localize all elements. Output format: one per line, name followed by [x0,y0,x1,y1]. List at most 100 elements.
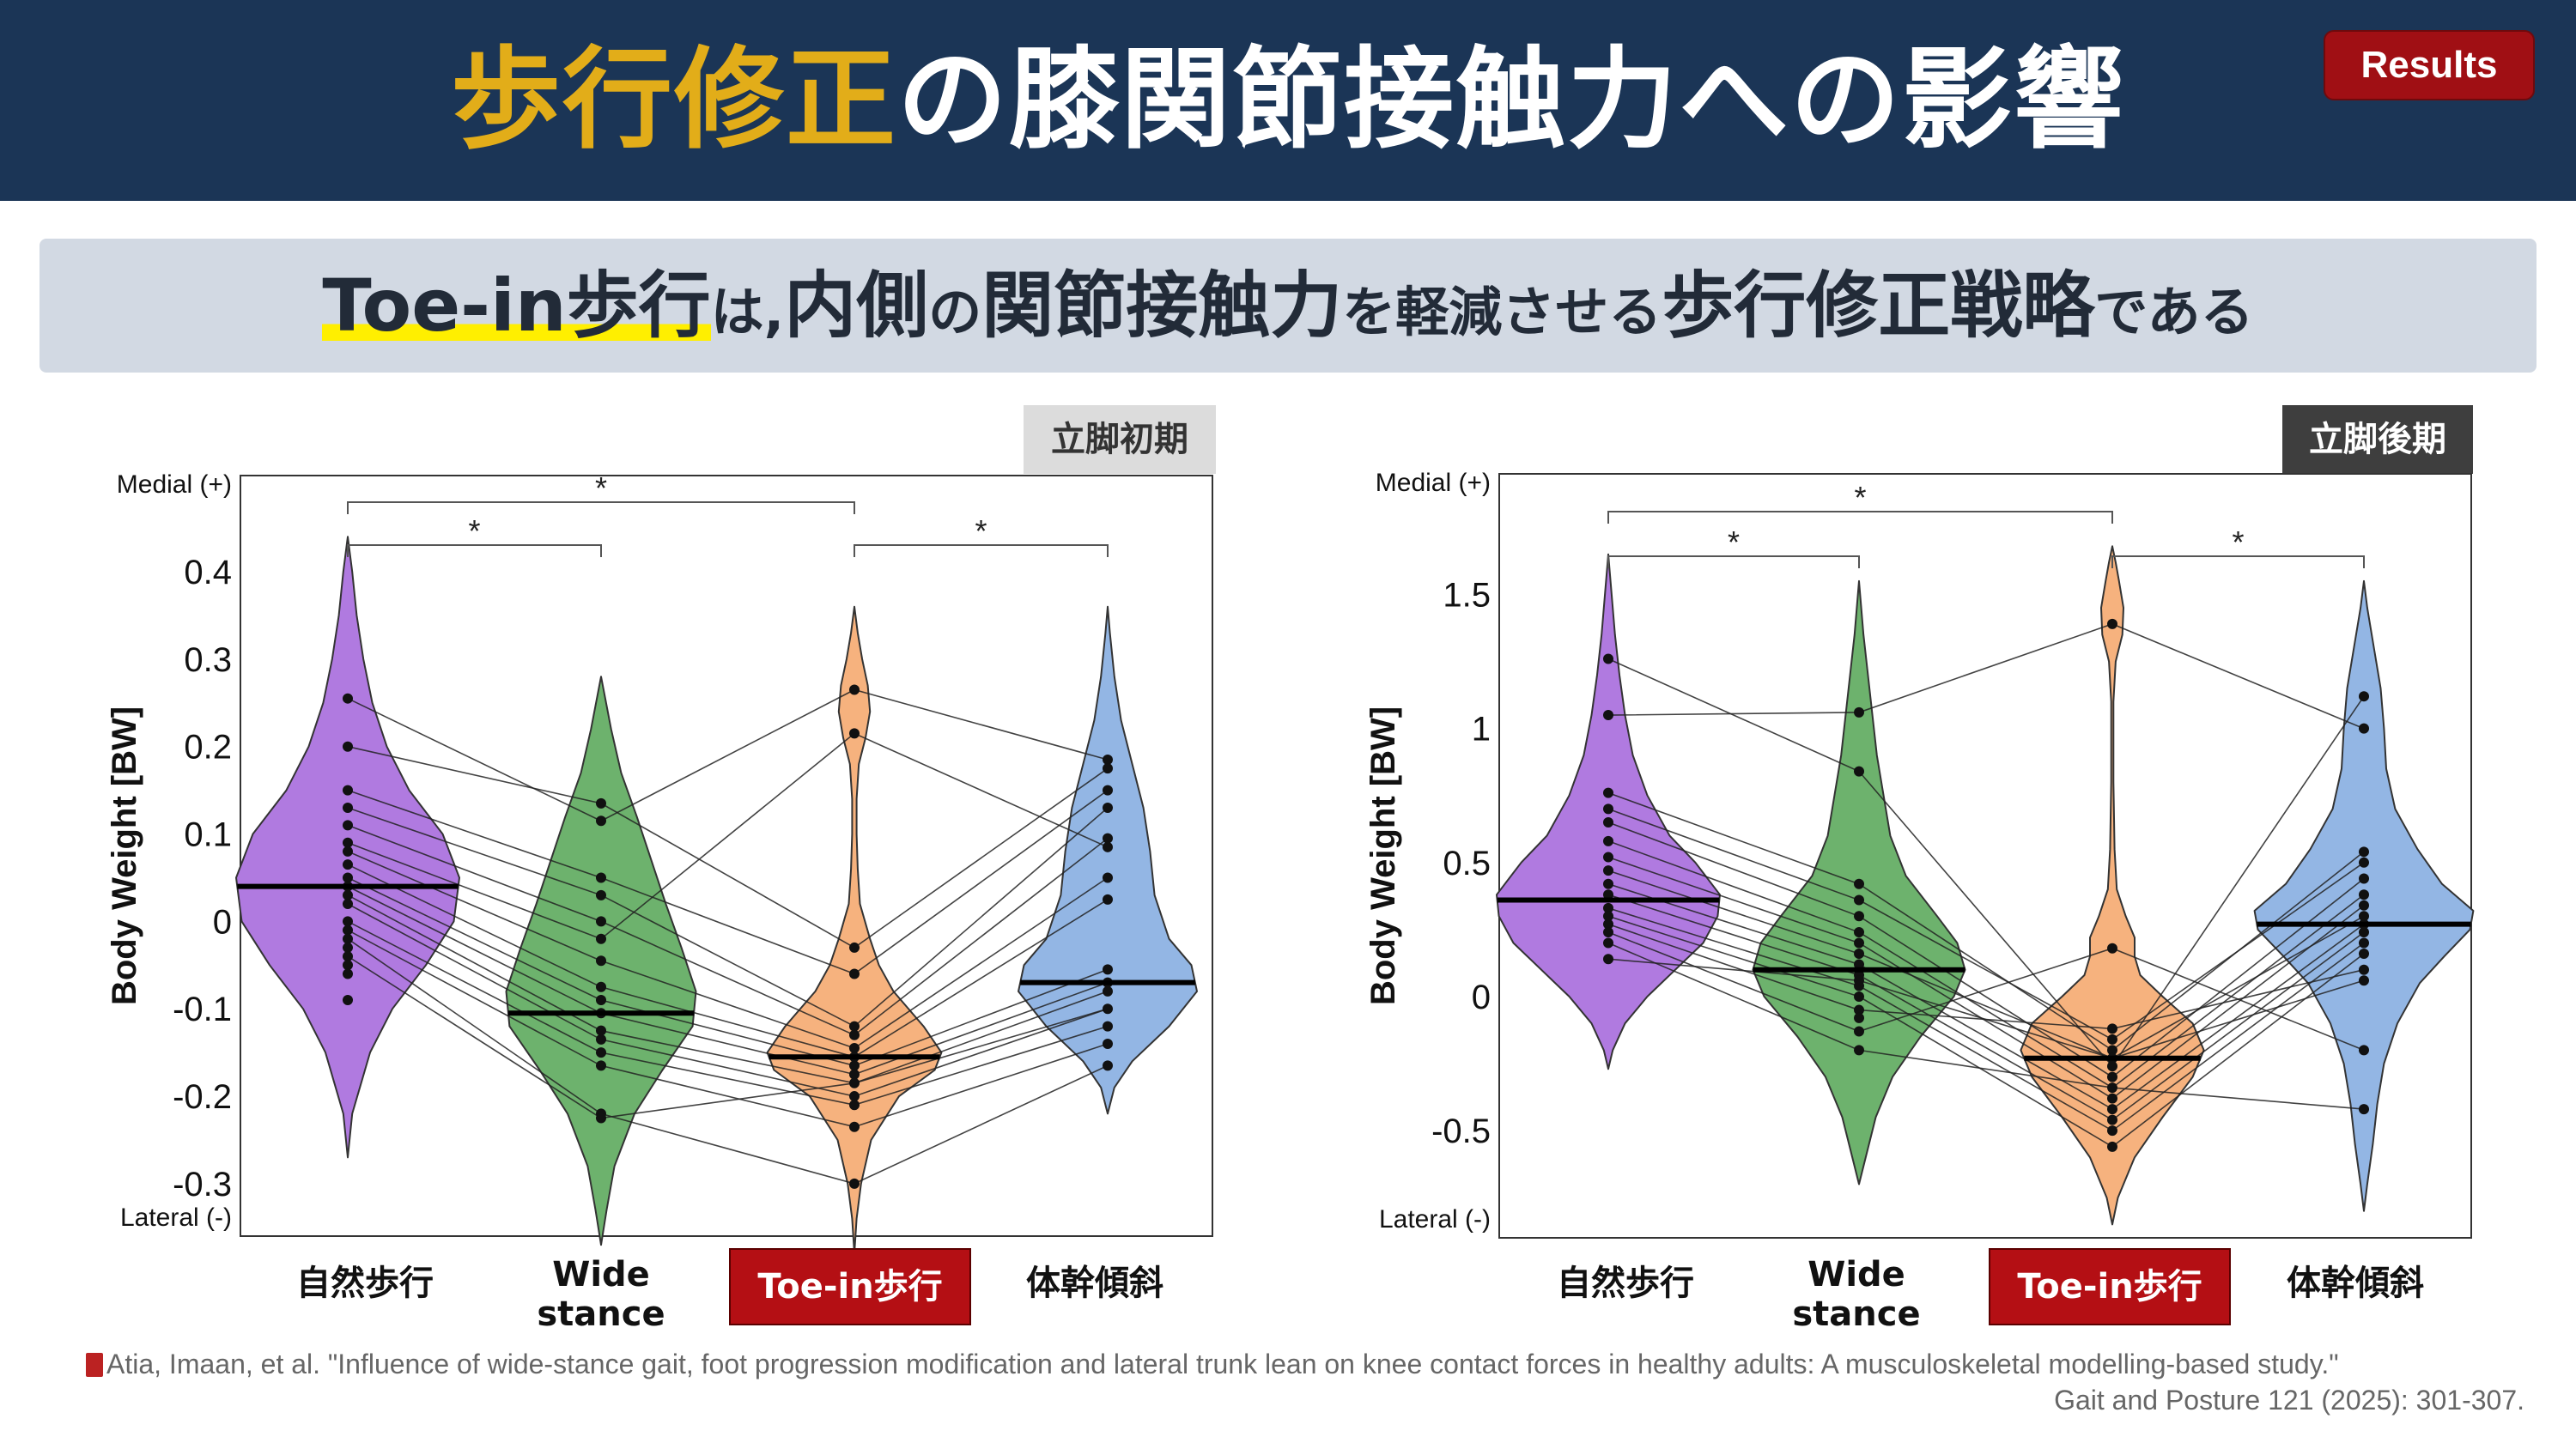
data-point [2359,873,2369,884]
data-point [2359,927,2369,937]
data-point [849,1100,860,1111]
y-tick-label: 1.5 [1443,577,1491,615]
paired-line [1607,931,2365,1052]
data-point [849,1069,860,1080]
significance-star: * [468,513,480,549]
y-tick-label: 0 [213,903,232,941]
label-wide-l1: Wide [1807,1255,1905,1294]
data-point [2359,975,2369,986]
data-point [596,797,606,809]
y-tick-label: 1 [1472,711,1491,749]
violin-toein [2020,545,2205,1226]
data-point [1603,803,1613,815]
significance-star: * [1854,480,1866,515]
data-point [2359,937,2369,949]
key-message-part: 歩行修正戦略 [1662,264,2095,348]
citation: Atia, Imaan, et al. "Influence of wide-s… [86,1346,2524,1418]
title-rest: の膝関節接触力への影響 [897,36,2126,164]
data-point [849,1021,860,1032]
data-point [343,859,353,870]
paired-line [1607,894,2365,1121]
paired-line [347,938,1109,1185]
data-point [2107,1093,2117,1104]
data-point [1854,937,1864,949]
data-point [1103,1060,1113,1071]
data-point [343,837,353,848]
data-point [1103,1021,1113,1032]
significance-bracket [347,544,602,557]
data-point [2359,911,2369,922]
paired-line [347,745,1109,949]
data-point [849,1091,860,1102]
paired-line [347,789,1109,975]
data-point [1103,841,1113,852]
paired-line [347,876,1109,1067]
paired-line [347,807,1109,1028]
data-point [596,1034,606,1045]
key-message-part: である [2094,281,2254,343]
data-point [1103,964,1113,975]
data-point [1103,1003,1113,1015]
significance-star: * [975,513,987,549]
paired-line [1607,840,2365,1089]
data-point [1603,902,1613,913]
data-point [596,1060,606,1071]
data-point [1603,927,1613,937]
data-point [596,1113,606,1124]
paired-line [347,824,1109,1036]
data-point [1603,954,1613,965]
citation-line2: Gait and Posture 121 (2025): 301-307. [2054,1385,2524,1416]
data-point [1854,766,1864,777]
data-point [1603,937,1613,949]
significance-bracket [854,544,1109,557]
citation-line1: Atia, Imaan, et al. "Influence of wide-s… [106,1349,2339,1379]
data-point [2107,1061,2117,1072]
paired-line [347,920,1109,1106]
y-tick-label: 0.3 [184,641,232,679]
data-point [849,1121,860,1132]
label-wide-l2: stance [1792,1294,1921,1334]
data-point [1103,833,1113,844]
significance-bracket [2111,555,2365,568]
label-wide-l2: stance [537,1294,665,1334]
y-tick-label: 0.2 [184,729,232,767]
data-point [343,872,353,883]
paired-line [347,864,1109,1058]
data-point [1603,816,1613,828]
significance-bracket [1607,511,2113,524]
data-point [849,1077,860,1088]
data-point [343,916,353,927]
data-point [1854,980,1864,991]
paired-line [1607,822,2365,1078]
data-point [1103,785,1113,796]
data-point [596,872,606,883]
key-message-part: は, [710,281,785,343]
significance-bracket [1607,555,1860,568]
label-toe-in: Toe-in歩行 [729,1248,971,1325]
data-point [1603,878,1613,889]
data-point [596,995,606,1006]
data-point [1103,894,1113,905]
key-message-part: 関節接触力 [981,264,1343,348]
lateral-label: Lateral (-) [120,1203,232,1232]
label-wide-l1: Wide [552,1255,650,1294]
paired-line [347,732,1109,940]
paired-line [347,894,1109,1084]
paired-line [1607,808,2365,1040]
data-point [2107,1082,2117,1094]
data-point [2107,1141,2117,1152]
data-point [1103,985,1113,997]
data-point [1103,754,1113,765]
data-point [1603,889,1613,900]
data-point [2359,723,2369,734]
data-point [596,955,606,967]
data-point [1103,872,1113,883]
data-point [2107,1045,2117,1056]
data-point [849,1043,860,1054]
lateral-label: Lateral (-) [1379,1205,1491,1234]
data-point [343,995,353,1006]
paired-line [1607,907,2365,1132]
paired-line [1607,883,2365,1111]
paired-line [1607,658,2365,1068]
paired-line [347,885,1109,1076]
